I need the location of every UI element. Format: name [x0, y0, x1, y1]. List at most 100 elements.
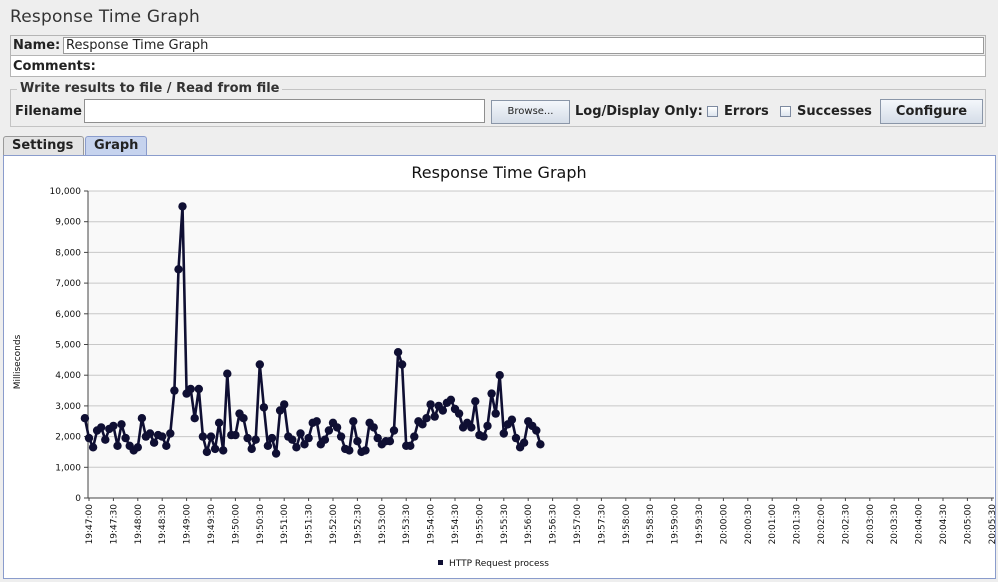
- data-point: [300, 440, 309, 449]
- data-point: [113, 441, 122, 450]
- x-tick-label: 19:52:00: [329, 504, 339, 545]
- x-tick-label: 20:04:00: [915, 504, 925, 545]
- successes-checkbox[interactable]: [780, 106, 791, 117]
- data-point: [483, 421, 492, 431]
- data-point: [198, 432, 208, 441]
- data-point: [288, 435, 297, 444]
- browse-button[interactable]: Browse...: [491, 100, 570, 124]
- data-point: [320, 435, 330, 444]
- data-point: [97, 423, 106, 432]
- file-panel: [10, 89, 986, 127]
- x-tick-label: 19:56:00: [524, 504, 534, 545]
- x-tick-label: 20:03:00: [866, 504, 876, 545]
- successes-label: Successes: [797, 104, 872, 119]
- data-point: [393, 348, 403, 357]
- data-point: [385, 437, 395, 446]
- data-point: [336, 432, 346, 441]
- x-tick-label: 20:03:30: [890, 504, 900, 545]
- x-tick-label: 19:52:30: [353, 504, 363, 545]
- data-point: [332, 423, 342, 432]
- data-point: [84, 433, 94, 443]
- x-tick-label: 19:47:30: [109, 504, 119, 545]
- data-point: [166, 429, 175, 438]
- x-tick-label: 19:54:30: [451, 504, 461, 545]
- data-point: [495, 371, 504, 380]
- x-tick-label: 19:51:00: [280, 504, 290, 545]
- data-point: [438, 406, 447, 415]
- data-point: [158, 432, 167, 441]
- data-point: [243, 433, 252, 443]
- data-point: [178, 202, 187, 211]
- data-point: [251, 435, 260, 444]
- x-tick-label: 20:01:00: [768, 504, 778, 545]
- data-point: [206, 432, 216, 441]
- data-point: [397, 360, 407, 369]
- x-tick-label: 19:49:00: [183, 504, 193, 545]
- chart-title: Response Time Graph: [411, 163, 586, 182]
- data-point: [373, 433, 382, 443]
- data-point: [202, 447, 212, 457]
- name-input[interactable]: Response Time Graph: [63, 37, 984, 54]
- data-point: [223, 369, 232, 378]
- x-tick-label: 19:59:00: [671, 504, 681, 545]
- data-point: [109, 421, 118, 431]
- x-tick-label: 20:01:30: [793, 504, 803, 545]
- data-point: [324, 426, 334, 435]
- data-point: [353, 437, 362, 446]
- y-tick-label: 10,000: [50, 187, 82, 197]
- y-tick-label: 3,000: [55, 402, 81, 412]
- x-tick-label: 20:02:00: [817, 504, 827, 545]
- y-tick-label: 7,000: [55, 279, 81, 289]
- x-tick-label: 20:02:30: [841, 504, 851, 545]
- x-tick-label: 19:57:00: [573, 504, 583, 545]
- legend-label: HTTP Request process: [449, 559, 549, 569]
- y-tick-label: 5,000: [55, 341, 81, 351]
- data-point: [121, 433, 130, 443]
- x-tick-label: 20:05:30: [988, 504, 998, 545]
- data-point: [312, 417, 321, 426]
- data-point: [101, 435, 110, 444]
- data-point: [239, 414, 248, 423]
- data-point: [145, 429, 155, 438]
- data-point: [259, 403, 269, 412]
- x-tick-label: 19:49:30: [207, 504, 217, 545]
- data-point: [174, 265, 183, 274]
- data-point: [389, 426, 399, 435]
- x-tick-label: 19:51:30: [305, 504, 315, 545]
- data-point: [519, 438, 529, 447]
- tab-graph[interactable]: Graph: [85, 136, 147, 155]
- data-point: [117, 420, 126, 429]
- data-point: [210, 444, 220, 454]
- y-tick-label: 4,000: [55, 371, 81, 381]
- x-tick-label: 19:55:30: [500, 504, 510, 545]
- x-tick-label: 19:47:00: [85, 504, 95, 545]
- y-tick-label: 9,000: [55, 218, 81, 228]
- x-tick-label: 19:56:30: [549, 504, 559, 545]
- filename-input[interactable]: [84, 99, 485, 123]
- configure-button[interactable]: Configure: [880, 99, 983, 124]
- x-tick-label: 20:00:00: [719, 504, 729, 545]
- data-point: [499, 429, 508, 438]
- y-tick-label: 6,000: [55, 310, 81, 320]
- errors-checkbox[interactable]: [707, 106, 718, 117]
- tab-settings[interactable]: Settings: [3, 136, 84, 155]
- data-point: [162, 441, 171, 450]
- data-point: [511, 433, 521, 443]
- x-tick-label: 19:53:30: [402, 504, 412, 545]
- data-point: [292, 443, 301, 452]
- data-point: [133, 443, 142, 452]
- data-point: [410, 432, 419, 441]
- x-tick-label: 19:59:30: [695, 504, 705, 545]
- name-label: Name:: [13, 38, 61, 53]
- data-point: [304, 433, 313, 443]
- comments-field[interactable]: Comments:: [10, 56, 986, 77]
- data-point: [369, 423, 378, 432]
- data-point: [422, 414, 431, 423]
- x-tick-label: 19:55:00: [475, 504, 485, 545]
- data-point: [247, 444, 256, 454]
- data-point: [275, 406, 285, 415]
- data-point: [186, 384, 195, 394]
- data-point: [446, 395, 456, 404]
- x-tick-label: 20:00:30: [744, 504, 754, 545]
